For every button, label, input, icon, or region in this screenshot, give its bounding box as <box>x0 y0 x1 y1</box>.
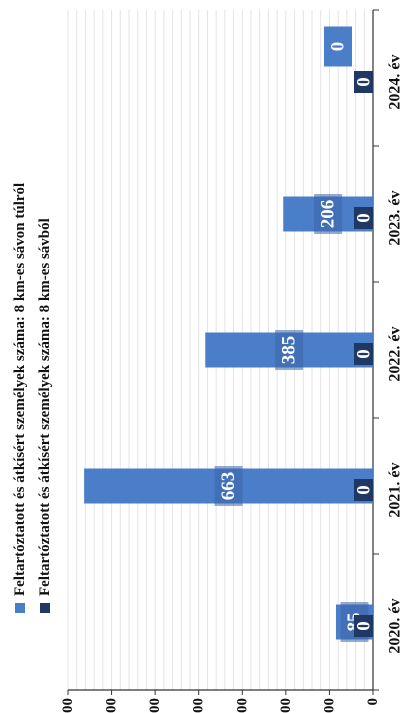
data-label-bg <box>354 71 373 93</box>
data-label-series-1: 206 <box>318 200 339 229</box>
data-label-bg <box>354 479 373 501</box>
legend-label: Feltartóztatott és átkísért személyek sz… <box>37 218 53 596</box>
value-tick-label: 600 <box>104 698 120 713</box>
data-label-bg <box>324 26 352 67</box>
data-label-series-2: 0 <box>354 213 375 223</box>
data-label-series-1: 0 <box>328 42 349 52</box>
data-label-bg <box>354 343 373 365</box>
value-tick-label: 300 <box>234 698 250 713</box>
data-label-bg <box>314 194 343 234</box>
data-label-series-2: 0 <box>354 485 375 495</box>
value-tick-label: 100 <box>321 698 337 713</box>
data-label-bg <box>354 615 373 637</box>
value-tick-label: 200 <box>278 698 294 713</box>
category-label: 2021. év <box>387 462 404 517</box>
legend-label: Feltartóztatott és átkísért személyek sz… <box>12 183 28 596</box>
data-label-series-2: 0 <box>354 621 375 631</box>
data-label-series-1: 663 <box>218 472 239 501</box>
legend: Feltartóztatott és átkísért személyek sz… <box>12 183 53 613</box>
data-label-bg <box>354 207 373 229</box>
value-tick-label: 500 <box>147 698 163 713</box>
data-label-bg <box>275 330 304 370</box>
plot-area: 01002003004005006007008502020. év6630202… <box>60 9 404 713</box>
data-label-series-2: 0 <box>354 77 375 87</box>
category-label: 2022. év <box>387 326 404 381</box>
legend-swatch <box>40 603 50 613</box>
value-tick-label: 400 <box>191 698 207 713</box>
category-label: 2023. év <box>387 190 404 245</box>
data-label-bg <box>214 466 243 506</box>
category-label: 2024. év <box>387 54 404 109</box>
value-tick-label: 700 <box>60 698 76 713</box>
legend-swatch <box>15 603 25 613</box>
data-label-series-1: 385 <box>279 336 300 365</box>
category-label: 2020. év <box>387 598 404 653</box>
data-label-series-2: 0 <box>354 349 375 359</box>
value-tick-label: 0 <box>365 698 381 706</box>
